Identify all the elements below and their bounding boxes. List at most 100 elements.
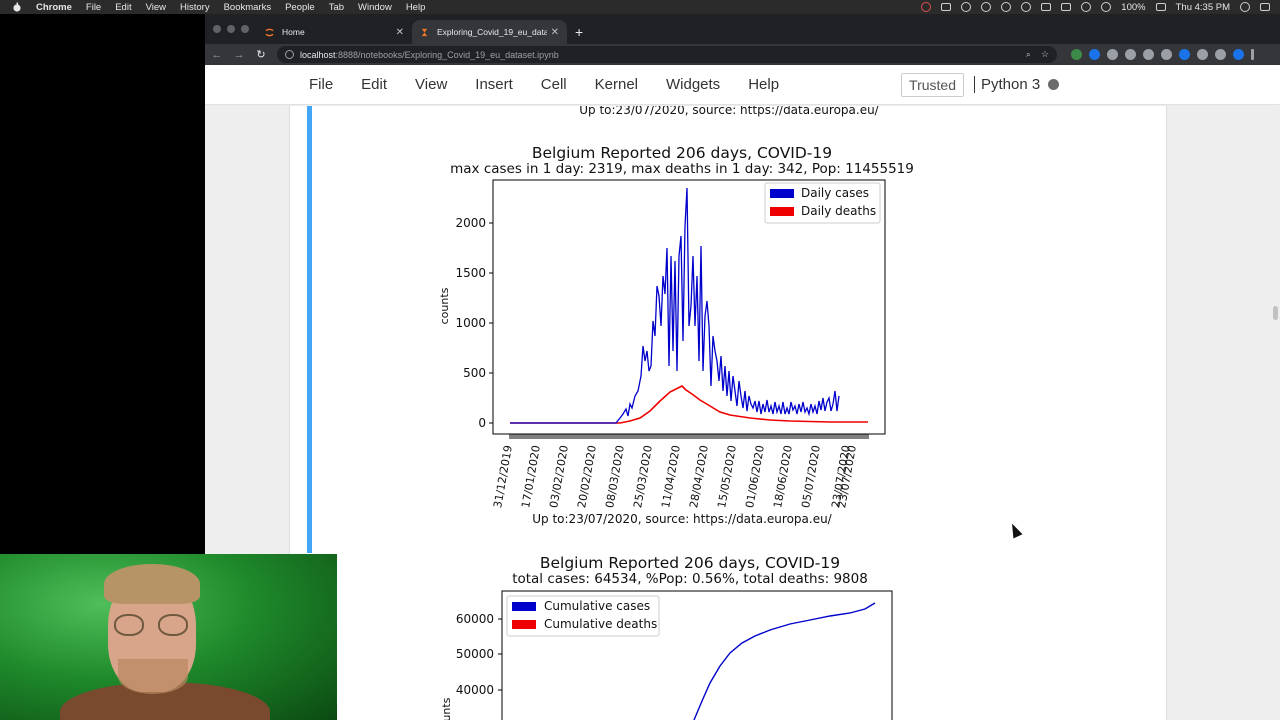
site-info-icon[interactable] [285, 50, 294, 59]
chrome-menu-icon[interactable] [1251, 49, 1254, 60]
browser-window: Home ✕ Exploring_Covid_19_eu_dataset ✕ +… [205, 14, 1280, 720]
menubar-file[interactable]: File [85, 1, 102, 13]
menu-widgets[interactable]: Widgets [666, 76, 721, 93]
notification-center-icon[interactable] [1260, 3, 1270, 11]
jupyter-menubar: File Edit View Insert Cell Kernel Widget… [205, 65, 1280, 105]
extension-icon[interactable] [1107, 49, 1118, 60]
menu-help[interactable]: Help [748, 76, 780, 93]
reload-icon[interactable]: ↻ [256, 49, 266, 61]
figure1-source: Up to:23/07/2020, source: https://data.e… [532, 512, 832, 526]
kernel-indicator[interactable]: Python 3 [974, 76, 1060, 93]
battery-percent[interactable]: 100% [1121, 1, 1146, 13]
kernel-status-icon [1048, 79, 1060, 90]
figure1-subtitle: max cases in 1 day: 2319, max deaths in … [450, 161, 914, 177]
presenter-beard [118, 659, 188, 694]
new-tab-button[interactable]: + [575, 24, 584, 40]
zoom-icon[interactable]: ⌕ [1025, 49, 1031, 59]
menubar-people[interactable]: People [285, 1, 315, 13]
svg-text:03/02/2020: 03/02/2020 [547, 444, 571, 509]
profile-avatar[interactable] [1233, 49, 1244, 60]
selected-cell-indicator[interactable] [307, 106, 312, 553]
menubar-window[interactable]: Window [358, 1, 392, 13]
screen-icon[interactable] [941, 3, 952, 11]
extension-icon[interactable] [1197, 49, 1208, 60]
extension-icon[interactable] [1179, 49, 1190, 60]
svg-text:500: 500 [463, 366, 486, 380]
svg-text:50000: 50000 [456, 647, 494, 661]
menu-edit[interactable]: Edit [361, 76, 388, 93]
menubar-edit[interactable]: Edit [115, 1, 132, 13]
close-tab-icon[interactable]: ✕ [550, 26, 559, 38]
figure1-title: Belgium Reported 206 days, COVID-19 [531, 144, 833, 162]
close-tab-icon[interactable]: ✕ [395, 26, 404, 38]
svg-text:40000: 40000 [456, 683, 494, 697]
svg-text:17/01/2020: 17/01/2020 [519, 444, 543, 509]
extension-icon[interactable] [1125, 49, 1136, 60]
minimize-window-button[interactable] [227, 25, 235, 33]
figure2-legend [506, 595, 660, 637]
svg-text:counts: counts [438, 287, 451, 324]
svg-text:08/03/2020: 08/03/2020 [603, 444, 627, 509]
menu-file[interactable]: File [309, 76, 334, 93]
extensions-puzzle-icon[interactable] [1215, 49, 1226, 60]
jupyter-icon [265, 28, 274, 36]
webcam-overlay [0, 554, 337, 720]
wifi-icon[interactable] [1081, 2, 1092, 12]
menubar-bookmarks[interactable]: Bookmarks [223, 1, 272, 13]
volume-icon[interactable] [1101, 2, 1112, 12]
maximize-window-button[interactable] [241, 25, 249, 33]
time-machine-icon[interactable] [1001, 2, 1012, 12]
trusted-badge[interactable]: Trusted [901, 72, 964, 97]
address-bar: ← → ↻ localhost :8888/notebooks/Explorin… [205, 44, 1280, 65]
keyboard-icon[interactable] [1041, 3, 1052, 11]
menubar-app-name[interactable]: Chrome [36, 1, 72, 13]
svg-text:28/04/2020: 28/04/2020 [687, 444, 711, 509]
recording-icon[interactable] [921, 2, 932, 12]
page-scrollbar[interactable] [1273, 306, 1278, 320]
window-controls [213, 25, 249, 33]
back-icon[interactable]: ← [211, 48, 223, 61]
menubar-help[interactable]: Help [405, 1, 426, 13]
menu-kernel[interactable]: Kernel [594, 76, 638, 93]
bookmark-star-icon[interactable]: ☆ [1040, 49, 1049, 59]
close-window-button[interactable] [213, 25, 221, 33]
extension-icon[interactable] [1161, 49, 1172, 60]
spotlight-search-icon[interactable] [1240, 2, 1250, 12]
sync-icon[interactable] [961, 2, 972, 12]
extension-vpn-icon[interactable] [1071, 49, 1082, 60]
svg-text:15/05/2020: 15/05/2020 [715, 444, 739, 509]
svg-text:Daily deaths: Daily deaths [801, 204, 876, 218]
tab-home[interactable]: Home ✕ [257, 20, 412, 44]
extension-icon[interactable] [1089, 49, 1100, 60]
menubar-tab[interactable]: Tab [328, 1, 345, 13]
menu-view[interactable]: View [415, 76, 448, 93]
extensions-bar [1071, 49, 1254, 60]
svg-text:0: 0 [478, 416, 486, 430]
menu-insert[interactable]: Insert [475, 76, 513, 93]
url-input[interactable]: localhost :8888/notebooks/Exploring_Covi… [277, 46, 1057, 63]
tab-strip: Home ✕ Exploring_Covid_19_eu_dataset ✕ + [205, 14, 1280, 44]
display-icon[interactable] [1061, 3, 1072, 11]
svg-text:60000: 60000 [456, 612, 494, 626]
battery-icon[interactable] [1155, 3, 1166, 11]
menubar-history[interactable]: History [180, 1, 210, 13]
tab-notebook[interactable]: Exploring_Covid_19_eu_dataset ✕ [412, 20, 567, 44]
forward-icon[interactable]: → [233, 48, 245, 61]
clock[interactable]: Thu 4:35 PM [1175, 1, 1230, 13]
svg-text:05/07/2020: 05/07/2020 [799, 444, 823, 509]
extension-icon[interactable] [1143, 49, 1154, 60]
bluetooth-icon[interactable] [1021, 2, 1032, 12]
apple-icon[interactable] [12, 2, 22, 12]
dropbox-icon[interactable] [981, 2, 992, 12]
svg-text:25/03/2020: 25/03/2020 [631, 444, 655, 509]
svg-text:counts: counts [440, 697, 453, 720]
svg-text:11/04/2020: 11/04/2020 [659, 444, 683, 509]
figure2-title: Belgium Reported 206 days, COVID-19 [539, 554, 841, 572]
svg-text:31/12/2019: 31/12/2019 [491, 444, 515, 509]
notebook-page: Up to:23/07/2020, source: https://data.e… [205, 106, 1280, 720]
hourglass-icon [421, 28, 428, 36]
figure2-subtitle: total cases: 64534, %Pop: 0.56%, total d… [512, 571, 868, 587]
menubar-view[interactable]: View [145, 1, 167, 13]
menu-cell[interactable]: Cell [540, 76, 567, 93]
tab-title: Exploring_Covid_19_eu_dataset [437, 27, 547, 37]
